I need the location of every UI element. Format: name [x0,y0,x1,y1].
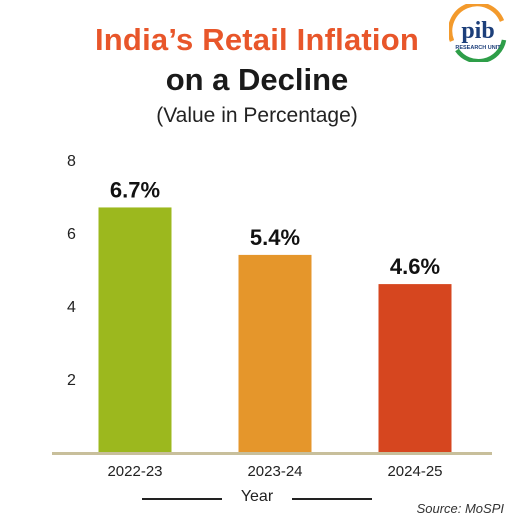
bar-value-label: 5.4% [250,225,300,250]
source-note: Source: MoSPI [416,501,504,516]
chart-subtitle: (Value in Percentage) [156,104,358,127]
x-axis-label: Year [240,488,274,505]
y-tick-label: 4 [67,299,76,316]
xaxis-left-rule [142,498,222,500]
x-axis-baseline [52,452,492,455]
x-tick-label: 2022-23 [107,463,162,480]
x-tick-label: 2023-24 [247,463,302,480]
bar-value-label: 6.7% [110,177,160,202]
bar-value-label: 4.6% [390,254,440,279]
bar [378,284,452,452]
y-tick-label: 6 [67,226,76,243]
logo-caption-text: RESEARCH UNIT [455,45,501,51]
bar [238,254,312,452]
pib-research-unit-logo-icon: pib RESEARCH UNIT [449,4,507,62]
y-tick-label: 2 [67,372,76,389]
logo-brand-text: pib [461,18,494,44]
x-tick-label: 2024-25 [387,463,442,480]
bar [98,207,172,452]
chart-title-line-2: on a Decline [165,62,349,97]
y-tick-label: 8 [67,153,76,170]
chart-title: India’s Retail Inflation [94,22,420,57]
xaxis-right-rule [292,498,372,500]
